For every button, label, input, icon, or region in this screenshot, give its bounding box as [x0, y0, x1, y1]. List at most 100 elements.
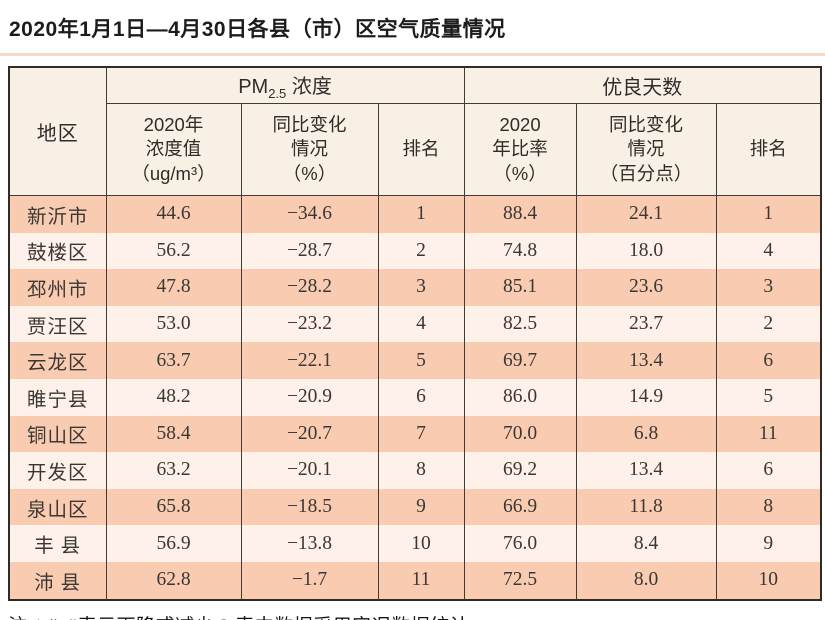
- value-cell: 5: [377, 342, 465, 379]
- value-cell: 63.7: [105, 342, 242, 379]
- table-header: 地区 PM2.5 浓度 优良天数 2020年 浓度值 （ug/m³） 同比变化 …: [8, 66, 822, 196]
- value-cell: 8.4: [575, 525, 717, 562]
- value-cell: 11.8: [575, 488, 717, 526]
- value-cell: 2: [715, 305, 822, 343]
- value-cell: 6: [715, 342, 822, 379]
- value-cell: 14.9: [575, 378, 717, 416]
- value-cell: 63.2: [105, 452, 242, 489]
- value-cell: 11: [377, 561, 465, 600]
- value-cell: 10: [715, 561, 822, 600]
- value-cell: 6: [377, 378, 465, 416]
- value-cell: −20.9: [240, 378, 379, 416]
- value-cell: 3: [715, 269, 822, 306]
- value-cell: 65.8: [105, 488, 242, 526]
- value-cell: −28.7: [240, 232, 379, 270]
- value-cell: 69.2: [463, 452, 577, 489]
- value-cell: 56.9: [105, 525, 242, 562]
- value-cell: 58.4: [105, 415, 242, 453]
- value-cell: 85.1: [463, 269, 577, 306]
- table-row: 铜山区 58.4 −20.7 7 70.0 6.8 11: [8, 415, 822, 453]
- value-cell: 23.7: [575, 305, 717, 343]
- value-cell: 74.8: [463, 232, 577, 270]
- value-cell: 82.5: [463, 305, 577, 343]
- value-cell: 72.5: [463, 561, 577, 600]
- pm-subscript: 2.5: [268, 86, 287, 101]
- value-cell: −13.8: [240, 525, 379, 562]
- table-row: 睢宁县 48.2 −20.9 6 86.0 14.9 5: [8, 378, 822, 416]
- region-cell: 邳州市: [8, 269, 107, 306]
- value-cell: 6: [715, 452, 822, 489]
- value-cell: 47.8: [105, 269, 242, 306]
- value-cell: −34.6: [240, 195, 379, 233]
- value-cell: 8: [377, 452, 465, 489]
- value-cell: 62.8: [105, 561, 242, 600]
- value-cell: 88.4: [463, 195, 577, 233]
- value-cell: 86.0: [463, 378, 577, 416]
- value-cell: 11: [715, 415, 822, 453]
- col-header-pm-rank: 排名: [377, 103, 465, 196]
- col-header-gooddays-rate: 2020 年比率 （%）: [463, 103, 577, 196]
- region-cell: 贾汪区: [8, 305, 107, 343]
- table-body: 新沂市 44.6 −34.6 1 88.4 24.1 1 鼓楼区 56.2 −28.7 2 74.8 1…: [8, 195, 822, 600]
- value-cell: 8.0: [575, 561, 717, 600]
- value-cell: 69.7: [463, 342, 577, 379]
- value-cell: 56.2: [105, 232, 242, 270]
- value-cell: 7: [377, 415, 465, 453]
- table-row: 邳州市 47.8 −28.2 3 85.1 23.6 3: [8, 269, 822, 306]
- good-days-group-header: 优良天数: [463, 66, 822, 104]
- region-cell: 鼓楼区: [8, 232, 107, 270]
- value-cell: 4: [715, 232, 822, 270]
- value-cell: 9: [715, 525, 822, 562]
- table-row: 丰 县 56.9 −13.8 10 76.0 8.4 9: [8, 525, 822, 562]
- pm-label: PM: [238, 76, 269, 98]
- value-cell: 5: [715, 378, 822, 416]
- value-cell: 9: [377, 488, 465, 526]
- value-cell: −22.1: [240, 342, 379, 379]
- value-cell: 44.6: [105, 195, 242, 233]
- value-cell: 13.4: [575, 452, 717, 489]
- air-quality-table: 地区 PM2.5 浓度 优良天数 2020年 浓度值 （ug/m³） 同比变化 …: [8, 66, 823, 601]
- value-cell: 48.2: [105, 378, 242, 416]
- value-cell: 66.9: [463, 488, 577, 526]
- value-cell: 1: [377, 195, 465, 233]
- table-row: 贾汪区 53.0 −23.2 4 82.5 23.7 2: [8, 305, 822, 343]
- value-cell: −20.7: [240, 415, 379, 453]
- value-cell: −28.2: [240, 269, 379, 306]
- col-header-gooddays-change: 同比变化 情况 （百分点）: [575, 103, 717, 196]
- table-row: 沛 县 62.8 −1.7 11 72.5 8.0 10: [8, 561, 822, 600]
- region-column-header: 地区: [8, 66, 107, 196]
- region-cell: 睢宁县: [8, 378, 107, 416]
- value-cell: 8: [715, 488, 822, 526]
- table-row: 鼓楼区 56.2 −28.7 2 74.8 18.0 4: [8, 232, 822, 270]
- value-cell: 13.4: [575, 342, 717, 379]
- value-cell: −18.5: [240, 488, 379, 526]
- footnote: 注:1.“−”表示下降或减少;2.表中数据采用实况数据统计。: [8, 611, 825, 620]
- col-header-pm-value: 2020年 浓度值 （ug/m³）: [105, 103, 242, 196]
- value-cell: 24.1: [575, 195, 717, 233]
- value-cell: 2: [377, 232, 465, 270]
- region-cell: 泉山区: [8, 488, 107, 526]
- value-cell: 10: [377, 525, 465, 562]
- sub-header-row: 2020年 浓度值 （ug/m³） 同比变化 情况 （%） 排名 2020 年比…: [9, 103, 822, 196]
- value-cell: −23.2: [240, 305, 379, 343]
- value-cell: −1.7: [240, 561, 379, 600]
- region-cell: 沛 县: [8, 561, 107, 600]
- region-cell: 开发区: [8, 452, 107, 489]
- value-cell: 18.0: [575, 232, 717, 270]
- region-cell: 铜山区: [8, 415, 107, 453]
- divider-line: [0, 53, 825, 56]
- pm-suffix-label: 浓度: [286, 76, 332, 98]
- region-cell: 云龙区: [8, 342, 107, 379]
- value-cell: 23.6: [575, 269, 717, 306]
- value-cell: 4: [377, 305, 465, 343]
- region-cell: 丰 县: [8, 525, 107, 562]
- value-cell: 70.0: [463, 415, 577, 453]
- table-row: 云龙区 63.7 −22.1 5 69.7 13.4 6: [8, 342, 822, 379]
- page-title: 2020年1月1日—4月30日各县（市）区空气质量情况: [9, 18, 506, 41]
- group-header-row: 地区 PM2.5 浓度 优良天数: [8, 66, 822, 196]
- table-row: 新沂市 44.6 −34.6 1 88.4 24.1 1: [8, 195, 822, 233]
- value-cell: −20.1: [240, 452, 379, 489]
- table-row: 泉山区 65.8 −18.5 9 66.9 11.8 8: [8, 488, 822, 526]
- value-cell: 1: [715, 195, 822, 233]
